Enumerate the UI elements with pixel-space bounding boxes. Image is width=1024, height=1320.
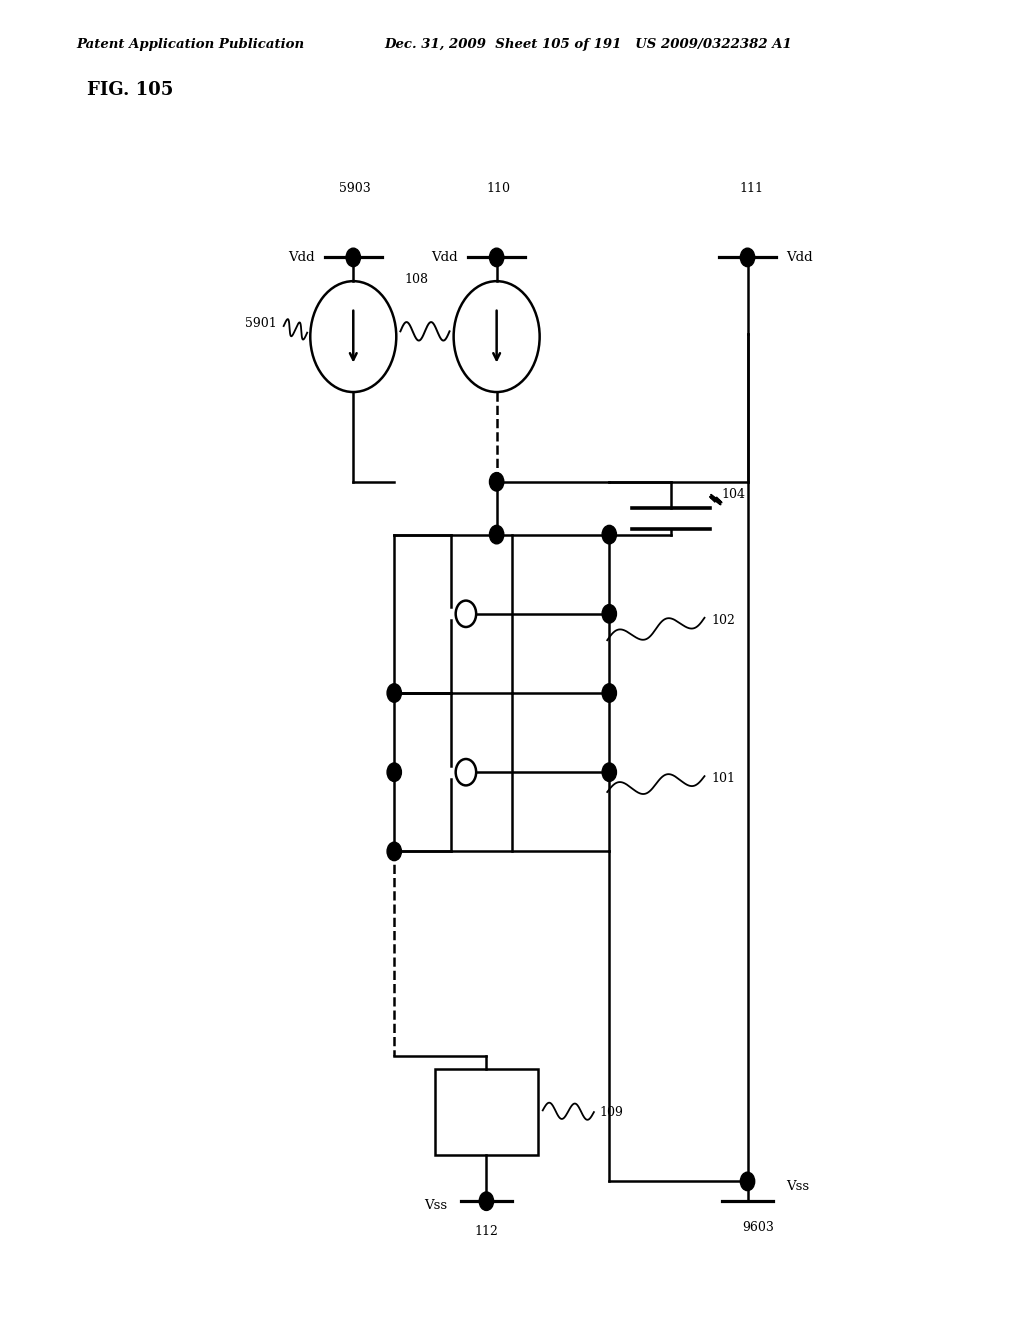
- Text: Dec. 31, 2009  Sheet 105 of 191   US 2009/0322382 A1: Dec. 31, 2009 Sheet 105 of 191 US 2009/0…: [384, 38, 792, 51]
- Circle shape: [740, 1172, 755, 1191]
- Text: Vss: Vss: [786, 1180, 810, 1193]
- Circle shape: [489, 473, 504, 491]
- Circle shape: [456, 759, 476, 785]
- Text: 111: 111: [739, 182, 764, 195]
- Text: 5903: 5903: [339, 182, 372, 195]
- Circle shape: [456, 601, 476, 627]
- Text: Vdd: Vdd: [288, 251, 314, 264]
- Text: 104: 104: [722, 488, 745, 502]
- Text: 109: 109: [599, 1106, 623, 1118]
- Text: Patent Application Publication: Patent Application Publication: [77, 38, 305, 51]
- Text: Vdd: Vdd: [431, 251, 458, 264]
- Text: 108: 108: [404, 273, 429, 286]
- Circle shape: [602, 525, 616, 544]
- Circle shape: [489, 248, 504, 267]
- Text: FIG. 105: FIG. 105: [87, 81, 173, 99]
- Circle shape: [602, 605, 616, 623]
- Text: 9603: 9603: [741, 1221, 774, 1234]
- Circle shape: [489, 525, 504, 544]
- Circle shape: [602, 684, 616, 702]
- Text: Vdd: Vdd: [786, 251, 813, 264]
- Circle shape: [387, 684, 401, 702]
- Text: 5901: 5901: [245, 317, 276, 330]
- Circle shape: [479, 1192, 494, 1210]
- Circle shape: [387, 763, 401, 781]
- Bar: [435, 1069, 538, 1155]
- Text: 110: 110: [486, 182, 511, 195]
- Text: 102: 102: [712, 614, 735, 627]
- Circle shape: [387, 842, 401, 861]
- Text: 101: 101: [712, 772, 735, 785]
- Text: Vss: Vss: [424, 1199, 447, 1212]
- Circle shape: [602, 763, 616, 781]
- Circle shape: [346, 248, 360, 267]
- Circle shape: [740, 248, 755, 267]
- Text: 112: 112: [474, 1225, 499, 1238]
